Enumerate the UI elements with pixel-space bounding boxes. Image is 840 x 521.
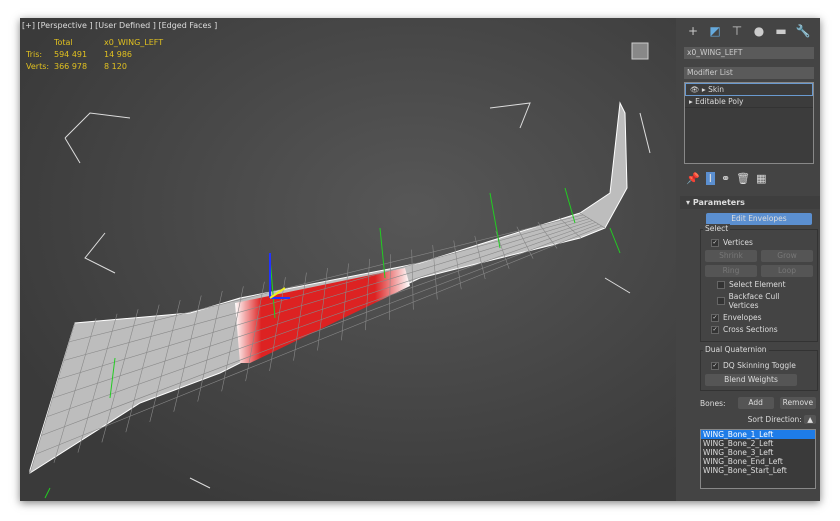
stat-header-object: x0_WING_LEFT — [104, 38, 164, 47]
edit-envelopes-button[interactable]: Edit Envelopes — [706, 213, 812, 225]
configure-sets-icon[interactable]: ▦ — [756, 172, 767, 185]
wireframe-edge — [46, 222, 596, 418]
bone-item[interactable]: WING_Bone_End_Left — [703, 457, 783, 466]
gizmo — [269, 253, 290, 299]
checkbox-checked-icon[interactable]: ✓ — [711, 361, 719, 370]
modify-icon[interactable]: ◩ — [709, 24, 721, 38]
envelopes-checkbox[interactable]: ✓ Envelopes — [711, 313, 807, 322]
checkbox-label: Backface Cull Vertices — [728, 292, 780, 310]
rollout-title: Parameters — [692, 198, 745, 207]
wireframe-edge — [58, 218, 590, 380]
object-name-field[interactable]: x0_WING_LEFT — [684, 47, 814, 59]
expand-arrow-icon[interactable]: ▸ — [689, 97, 693, 106]
checkbox-checked-icon[interactable]: ✓ — [711, 238, 719, 247]
stat-header-total: Total — [54, 38, 73, 47]
wireframe-edge — [63, 216, 587, 361]
bone-item[interactable]: WING_Bone_2_Left — [703, 439, 774, 448]
bone-item[interactable]: WING_Bone_3_Left — [703, 448, 774, 457]
select-group: Select ✓ Vertices Shrink Grow Ring Loop Sel… — [700, 224, 818, 342]
bone-item[interactable]: WING_Bone_Start_Left — [703, 466, 787, 475]
app-window: [+] [Perspective ] [User Defined ] [Edge… — [20, 18, 820, 501]
checkbox-label: Envelopes — [723, 313, 762, 322]
stack-label: Skin — [708, 85, 725, 94]
verts-label: Verts: — [26, 62, 50, 71]
stack-item-skin[interactable]: 👁 ▸ Skin — [685, 83, 813, 96]
stack-item-editable-poly[interactable]: ▸ Editable Poly — [685, 96, 813, 108]
checkbox-checked-icon[interactable]: ✓ — [711, 313, 719, 322]
vertices-checkbox[interactable]: ✓ Vertices — [711, 238, 807, 247]
bones-label: Bones: — [700, 398, 726, 408]
hierarchy-icon[interactable]: ⊤ — [731, 24, 743, 38]
make-unique-icon[interactable]: ⚭ — [720, 172, 731, 185]
bone-item[interactable]: WING_Bone_1_Left — [701, 430, 815, 439]
pin-stack-icon[interactable]: 📌 — [686, 172, 700, 185]
group-title: Select — [703, 224, 731, 233]
add-bone-button[interactable]: Add — [737, 397, 774, 409]
tris-label: Tris: — [26, 50, 43, 59]
stack-label: Editable Poly — [695, 97, 744, 106]
wireframe-edge — [52, 220, 593, 399]
tris-object: 14 986 — [104, 50, 132, 59]
skin-weight-region — [235, 268, 410, 363]
create-icon[interactable]: + — [687, 24, 699, 38]
bones-list[interactable]: WING_Bone_1_Left WING_Bone_2_Left WING_B… — [700, 429, 816, 489]
modifier-stack: 👁 ▸ Skin ▸ Editable Poly — [684, 82, 814, 164]
viewport-label[interactable]: [+] [Perspective ] [User Defined ] [Edge… — [22, 21, 218, 30]
backface-cull-checkbox[interactable]: Backface Cull Vertices — [717, 292, 807, 310]
sort-direction-button[interactable]: ▲ — [804, 415, 816, 424]
checkbox-unchecked-icon[interactable] — [717, 280, 725, 289]
checkbox-unchecked-icon[interactable] — [717, 297, 725, 305]
wireframe-edge — [35, 225, 602, 455]
remove-modifier-icon[interactable]: 🗑 — [736, 172, 751, 185]
checkbox-label: Select Element — [729, 280, 786, 289]
shrink-button[interactable]: Shrink — [705, 250, 757, 262]
collapse-arrow-icon: ▾ — [686, 198, 691, 207]
motion-icon[interactable]: ● — [753, 24, 765, 38]
dual-quaternion-group: Dual Quaternion ✓ DQ Skinning Toggle Blen… — [700, 345, 818, 391]
show-end-result-icon[interactable]: I — [705, 172, 715, 185]
wireframe-edge — [41, 223, 599, 436]
checkbox-checked-icon[interactable]: ✓ — [711, 325, 719, 334]
checkbox-label: Vertices — [723, 238, 753, 247]
tris-total: 594 491 — [54, 50, 88, 59]
verts-total: 366 978 — [54, 62, 88, 71]
visibility-eye-icon[interactable]: 👁 — [690, 85, 700, 94]
blend-weights-button[interactable]: Blend Weights — [705, 374, 797, 386]
viewcube-icon[interactable] — [631, 42, 649, 60]
remove-bone-button[interactable]: Remove — [779, 397, 816, 409]
checkbox-label: Cross Sections — [723, 325, 778, 334]
select-element-checkbox[interactable]: Select Element — [717, 280, 807, 289]
grow-button[interactable]: Grow — [761, 250, 813, 262]
parameters-rollout[interactable]: ▾ Parameters — [680, 196, 820, 209]
dq-skinning-checkbox[interactable]: ✓ DQ Skinning Toggle — [711, 361, 807, 370]
loop-button[interactable]: Loop — [761, 265, 813, 277]
utilities-icon[interactable]: 🔧 — [795, 24, 811, 38]
expand-arrow-icon[interactable]: ▸ — [701, 85, 706, 94]
wing-mesh — [29, 42, 651, 499]
verts-object: 8 120 — [104, 62, 127, 71]
group-title: Dual Quaternion — [703, 345, 769, 354]
display-icon[interactable]: ▬ — [775, 24, 787, 38]
command-panel: + ◩ ⊤ ● ▬ 🔧 x0_WING_LEFT Modifier List 👁 ▸ Sk… — [678, 18, 820, 501]
modifier-list-dropdown[interactable]: Modifier List — [684, 67, 814, 79]
perspective-viewport[interactable]: [+] [Perspective ] [User Defined ] [Edge… — [20, 18, 676, 501]
checkbox-label: DQ Skinning Toggle — [723, 361, 796, 370]
ring-button[interactable]: Ring — [705, 265, 757, 277]
sort-direction-label: Sort Direction: — [747, 415, 802, 424]
cross-sections-checkbox[interactable]: ✓ Cross Sections — [711, 325, 807, 334]
